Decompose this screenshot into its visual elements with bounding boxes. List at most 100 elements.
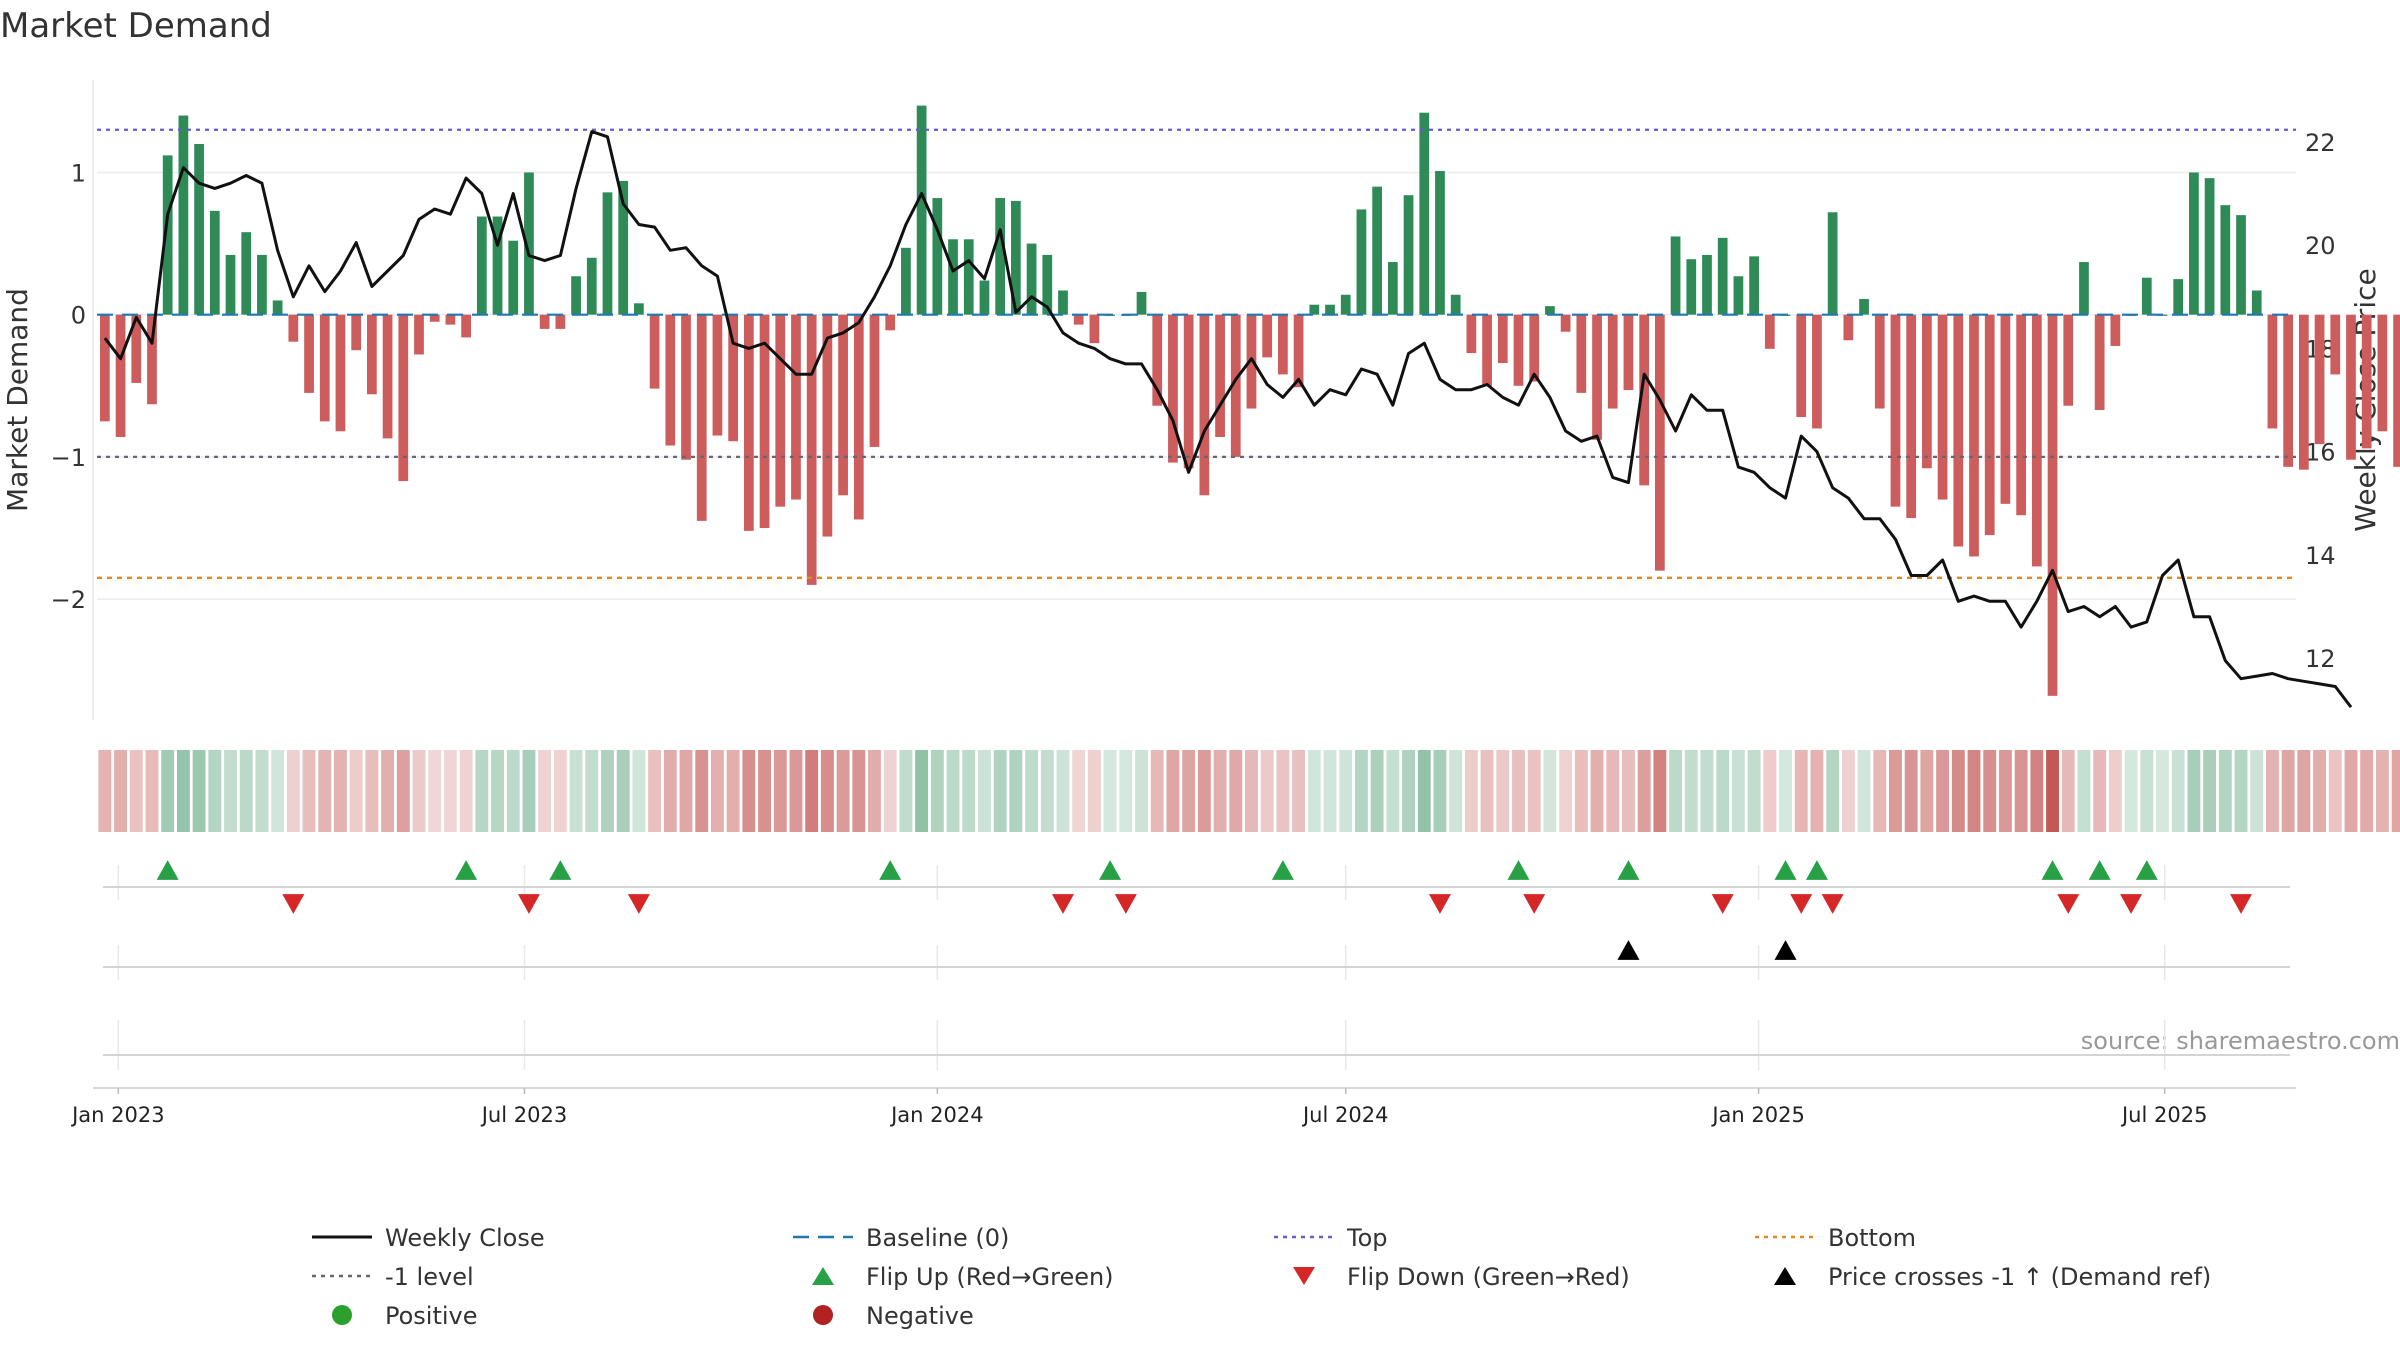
heat-cell [349, 750, 363, 832]
positive-bar [1372, 186, 1383, 315]
x-tick-label: Jan 2025 [1710, 1103, 1805, 1127]
positive-bar [2189, 172, 2199, 315]
negative-bar [665, 314, 676, 446]
heat-cell [1040, 750, 1054, 832]
heat-cell [365, 750, 379, 832]
heat-cell [2218, 750, 2232, 832]
negative-bar [131, 314, 142, 383]
heat-cell [1857, 750, 1871, 832]
heat-cell [286, 750, 300, 832]
negative-bar [2377, 314, 2388, 432]
positive-bar [1309, 304, 1320, 315]
heat-cell [852, 750, 866, 832]
heat-cell [1197, 750, 1211, 832]
legend-swatch [813, 1305, 833, 1325]
positive-bar [916, 105, 927, 315]
positive-bar [1435, 171, 1445, 315]
negative-bar [1654, 314, 1665, 571]
heat-cell [805, 750, 819, 832]
positive-bar [634, 303, 644, 315]
negative-bar [539, 314, 550, 329]
heat-cell [899, 750, 913, 832]
legend-item-positive: Positive [332, 1302, 478, 1330]
heat-cell [1323, 750, 1337, 832]
heat-cell [1480, 750, 1494, 832]
heat-cell [1417, 750, 1431, 832]
heat-cell [601, 750, 614, 832]
negative-bar [806, 314, 817, 585]
heat-cell [491, 750, 504, 832]
legend-item-top: Top [1274, 1224, 1388, 1252]
negative-bar [1796, 314, 1807, 418]
negative-bar [838, 314, 848, 496]
negative-bar [1843, 314, 1854, 341]
negative-bar [99, 314, 110, 422]
legend-item-price_cross: Price crosses -1 ↑ (Demand ref) [1774, 1263, 2211, 1291]
heat-cell [1826, 750, 1840, 832]
flip-down-marker [2057, 894, 2080, 914]
positive-bar [2204, 178, 2215, 315]
positive-bar [1545, 306, 1555, 315]
right-tick-label: 20 [2305, 232, 2336, 260]
heat-cell [2281, 750, 2295, 832]
heat-cell [883, 750, 897, 832]
heat-cell [1182, 750, 1196, 832]
heat-cell [1653, 750, 1667, 832]
heat-cell [2313, 750, 2327, 832]
heat-cell [208, 750, 222, 832]
heat-cell [2187, 750, 2201, 832]
heat-cell [255, 750, 269, 832]
heat-cell [773, 750, 787, 832]
negative-bar [2314, 314, 2325, 445]
positive-bar [178, 115, 189, 315]
positive-bar [901, 247, 911, 315]
negative-bar [304, 314, 314, 393]
heat-cell [2093, 750, 2107, 832]
positive-bar [1042, 254, 1053, 315]
legend: Weekly Close Baseline (0) Top Bottom -1 leve… [312, 1224, 2211, 1330]
heat-cell [2171, 750, 2185, 832]
negative-bar [853, 314, 864, 520]
flip-up-marker [1617, 860, 1640, 880]
negative-bar [1262, 314, 1273, 358]
negative-bar [1089, 314, 1100, 344]
negative-bar [2298, 314, 2309, 470]
empty-panel [103, 1020, 2290, 1070]
positive-bar [2173, 279, 2184, 315]
heat-cell [1433, 750, 1447, 832]
positive-bar [1356, 209, 1367, 315]
negative-bar [1607, 314, 1618, 409]
heat-cell [648, 750, 662, 832]
positive-bar [1026, 243, 1037, 315]
heat-cell [506, 750, 520, 832]
heat-cell [1354, 750, 1368, 832]
positive-bar [1136, 291, 1147, 315]
positive-bar [1403, 195, 1414, 315]
legend-label: Flip Down (Green→Red) [1347, 1263, 1630, 1291]
heat-cell [192, 750, 206, 832]
right-tick-label: 22 [2305, 129, 2336, 157]
heat-cell [176, 750, 190, 832]
heat-cell [224, 750, 237, 832]
heat-cell [616, 750, 630, 832]
left-axis-label: Market Demand [1, 288, 34, 512]
heat-cell [1072, 750, 1086, 832]
heat-cell [1700, 750, 1714, 832]
heat-cell [742, 750, 756, 832]
heat-cell [679, 750, 693, 832]
positive-bar [1010, 200, 1021, 315]
heat-cell [2250, 750, 2264, 832]
heat-cell [569, 750, 583, 832]
heat-cell [2124, 750, 2138, 832]
heat-cell [2375, 750, 2389, 832]
heat-cell [868, 750, 881, 832]
heat-cell [114, 750, 128, 832]
legend-item-negative: Negative [813, 1302, 974, 1330]
positive-bar [1733, 276, 1744, 315]
heat-cell [239, 750, 253, 832]
positive-bar [571, 276, 581, 315]
negative-bar [1168, 314, 1178, 463]
main-panel: 10−1−2222018161412 [51, 80, 2400, 720]
flip-up-marker [2088, 860, 2111, 880]
flip-marker-panel [103, 860, 2290, 914]
